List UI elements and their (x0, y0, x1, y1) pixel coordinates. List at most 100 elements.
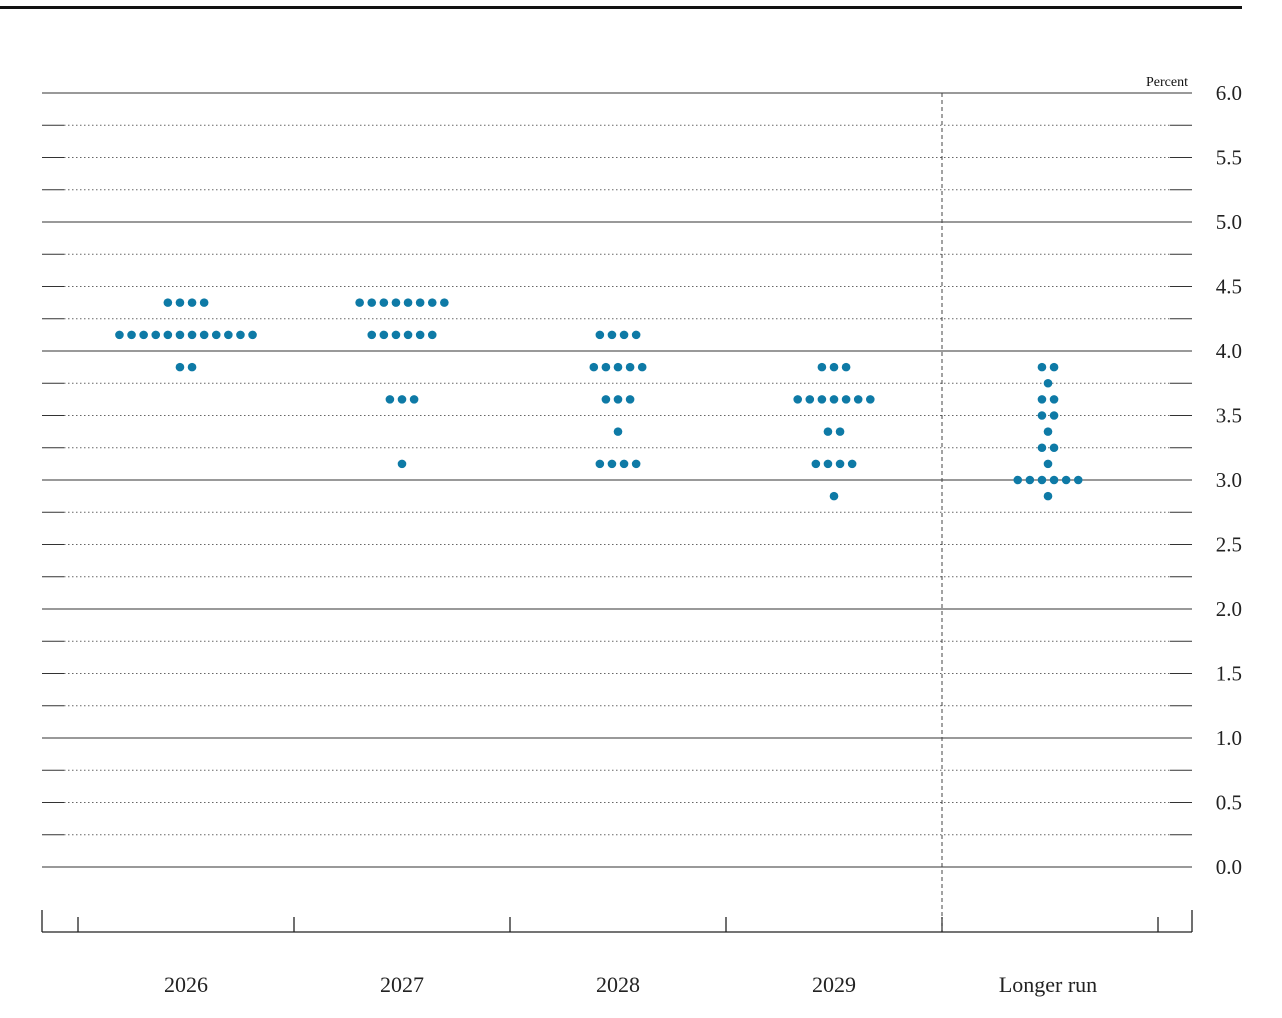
y-tick-label: 4.5 (1216, 275, 1242, 299)
dot (163, 298, 173, 307)
grid-lines (42, 92, 1192, 868)
dot (1049, 475, 1059, 485)
dots (115, 298, 1083, 501)
dot (637, 362, 647, 372)
dot (236, 330, 245, 340)
dot (631, 330, 641, 340)
dot (379, 330, 389, 340)
dot (853, 395, 863, 404)
y-tick-label: 0.0 (1216, 855, 1242, 879)
axis-labels: Percent 6.0 5.5 5.0 4.5 4.0 3.5 3.0 2.5 2.0 1.5 1.… (164, 75, 1242, 997)
dot (817, 395, 827, 404)
dot (379, 298, 389, 307)
dot (823, 427, 833, 436)
dot (619, 459, 629, 469)
dot (1043, 459, 1053, 469)
y-tick-label: 6.0 (1216, 81, 1242, 105)
dot (841, 362, 851, 372)
y-tick-label: 2.0 (1216, 597, 1242, 621)
dot (1061, 475, 1071, 485)
dot (1049, 411, 1059, 420)
dot (1043, 378, 1053, 388)
dot (187, 330, 197, 340)
dot (385, 395, 395, 404)
dot (793, 395, 802, 404)
dot (115, 330, 124, 340)
dot (595, 330, 605, 340)
dot (601, 395, 611, 404)
dot (397, 459, 407, 469)
dot (631, 459, 641, 469)
x-category-label: 2029 (812, 972, 856, 997)
dot (139, 330, 148, 340)
unit-label: Percent (1146, 75, 1188, 90)
dot (427, 298, 437, 307)
dot (1043, 491, 1053, 501)
dot (391, 330, 401, 340)
dot (607, 459, 617, 469)
dot (1013, 475, 1023, 485)
dot (613, 395, 623, 404)
dot (1037, 443, 1047, 453)
dot (175, 362, 185, 372)
dot (187, 362, 197, 372)
dot (248, 330, 257, 340)
dot (1049, 443, 1059, 453)
dot (367, 330, 377, 340)
dot (619, 330, 629, 340)
dot (199, 330, 209, 340)
dot (415, 298, 425, 307)
dot (127, 330, 136, 340)
dot (805, 395, 815, 404)
axes (41, 93, 1193, 933)
dot (403, 330, 413, 340)
dot (625, 362, 635, 372)
dot (440, 298, 449, 307)
dot (625, 395, 635, 404)
y-tick-label: 2.5 (1216, 533, 1242, 557)
x-category-label: 2026 (164, 972, 208, 997)
dot (823, 459, 833, 469)
dot (427, 330, 437, 340)
dot (163, 330, 173, 340)
dot (1049, 395, 1059, 404)
dot (1049, 362, 1059, 372)
dot (409, 395, 419, 404)
dot (829, 362, 839, 372)
dot (1073, 475, 1083, 485)
dot (1037, 411, 1047, 420)
dot (835, 459, 845, 469)
y-tick-label: 5.0 (1216, 210, 1242, 234)
y-tick-label: 1.5 (1216, 662, 1242, 686)
dot (1025, 475, 1035, 485)
dot (224, 330, 233, 340)
dot (613, 427, 623, 436)
dot (175, 330, 185, 340)
dot (1037, 395, 1047, 404)
y-tick-label: 0.5 (1216, 791, 1242, 815)
dot (829, 395, 839, 404)
dot (151, 330, 161, 340)
dot (391, 298, 401, 307)
dot (1043, 427, 1053, 436)
dot (847, 459, 857, 469)
y-tick-label: 3.0 (1216, 468, 1242, 492)
dot (211, 330, 221, 340)
dot (415, 330, 425, 340)
y-tick-label: 5.5 (1216, 146, 1242, 170)
dot (829, 491, 839, 501)
x-category-label: 2027 (380, 972, 424, 997)
dot (199, 298, 209, 307)
dot (1037, 362, 1047, 372)
dot (403, 298, 413, 307)
dot (835, 427, 845, 436)
y-tick-label: 4.0 (1216, 339, 1242, 363)
dot (866, 395, 875, 404)
dot (607, 330, 617, 340)
top-rule (0, 6, 1242, 9)
dot (355, 298, 364, 307)
y-tick-label: 1.0 (1216, 726, 1242, 750)
dot (397, 395, 407, 404)
dot (175, 298, 185, 307)
